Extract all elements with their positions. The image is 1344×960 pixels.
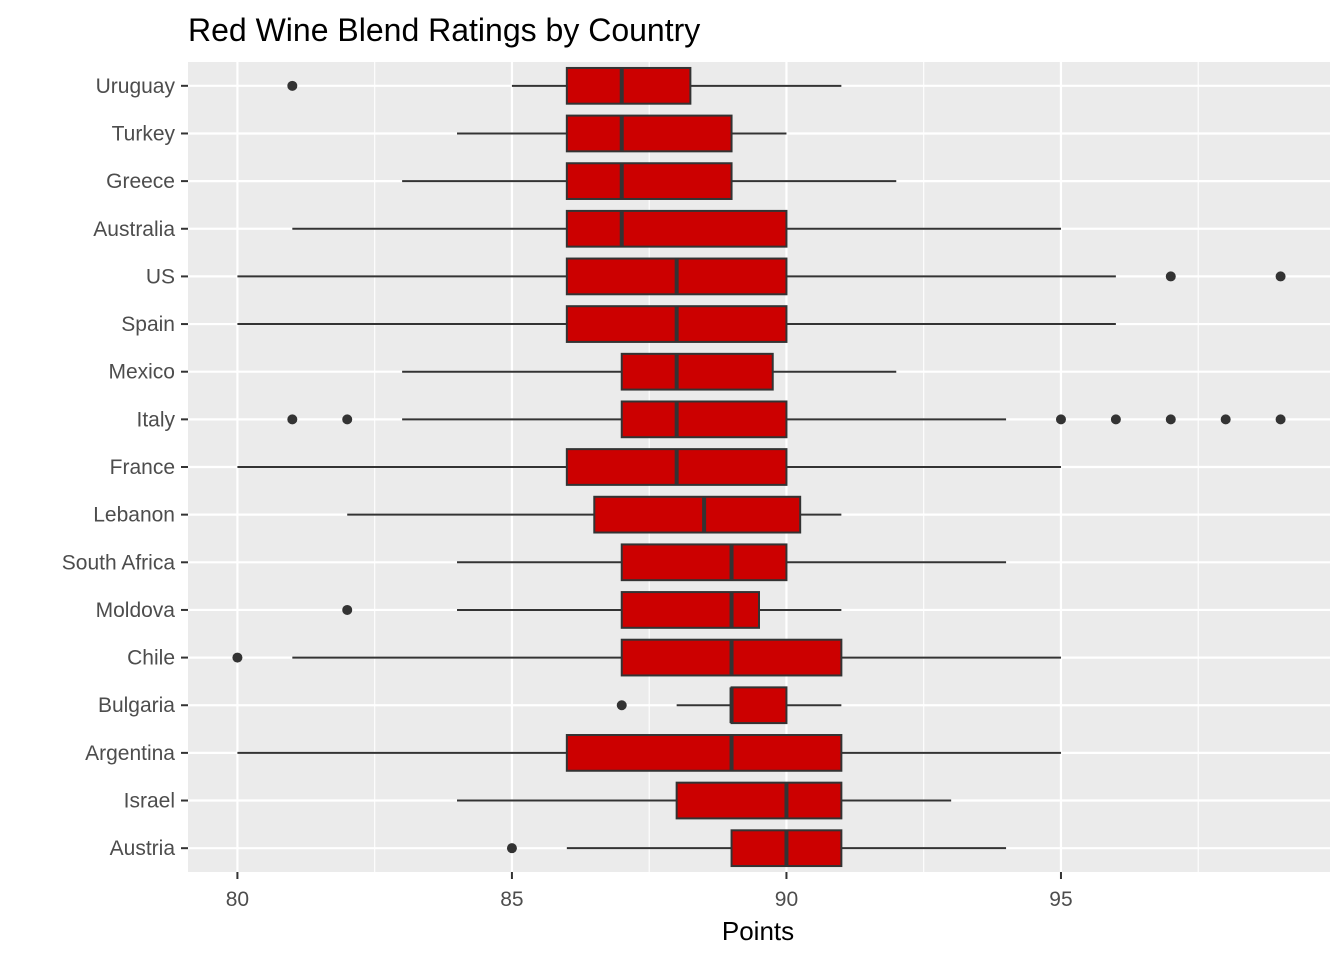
box-iqr [565, 209, 788, 248]
box-group [287, 400, 1286, 439]
y-tick-label: US [146, 265, 175, 288]
box-iqr [565, 66, 692, 105]
y-axis: Uruguay Turkey Greece Australia US Spain Mexic… [62, 75, 188, 860]
box-group [232, 638, 1061, 677]
x-tick-label: 80 [226, 888, 249, 911]
y-tick-label: Chile [127, 647, 175, 670]
y-tick-label: Argentina [85, 742, 175, 765]
box-iqr [593, 495, 802, 534]
y-tick-label: France [110, 456, 175, 479]
y-tick-label: Israel [124, 790, 175, 813]
box-group [347, 495, 842, 534]
box-group [457, 114, 787, 153]
x-tick-label: 95 [1049, 888, 1072, 911]
outlier-point [1275, 271, 1286, 282]
outlier-point [1165, 414, 1176, 425]
chart-title: Red Wine Blend Ratings by Country [188, 12, 700, 48]
y-tick-label: Moldova [96, 599, 176, 622]
y-tick-label: Australia [93, 218, 175, 241]
box-group [292, 209, 1061, 248]
box-iqr [620, 591, 760, 629]
box-group [237, 257, 1286, 296]
y-tick-label: Bulgaria [98, 694, 175, 717]
box-group [457, 781, 952, 820]
y-tick-label: Spain [121, 313, 175, 336]
box-group [342, 591, 842, 629]
x-tick-label: 85 [500, 888, 523, 911]
outlier-point [1110, 414, 1121, 425]
y-tick-label: Turkey [112, 122, 176, 145]
y-tick-label: Italy [136, 408, 175, 431]
box-group [287, 66, 842, 105]
outlier-point [287, 414, 298, 425]
box-group [616, 686, 842, 725]
outlier-point [342, 414, 353, 425]
box-marks [232, 66, 1286, 868]
y-tick-label: Mexico [108, 361, 175, 384]
y-tick-label: Austria [110, 837, 176, 860]
x-axis-title: Points [722, 916, 794, 946]
box-iqr [620, 543, 788, 582]
box-group [402, 352, 897, 391]
box-group [237, 305, 1116, 343]
y-tick-label: Uruguay [96, 75, 176, 98]
y-tick-label: Lebanon [93, 504, 175, 527]
box-iqr [565, 162, 733, 200]
outlier-point [616, 700, 627, 711]
box-group [457, 543, 1007, 582]
box-group [237, 734, 1061, 772]
outlier-point [1220, 414, 1231, 425]
box-iqr [620, 400, 788, 439]
outlier-point [506, 843, 517, 854]
box-group [402, 162, 897, 200]
box-iqr [565, 114, 733, 153]
outlier-point [342, 604, 353, 615]
x-tick-label: 90 [775, 888, 798, 911]
y-tick-label: South Africa [62, 551, 176, 574]
box-iqr [565, 734, 843, 772]
outlier-point [232, 652, 243, 663]
box-group [506, 829, 1007, 868]
box-iqr [730, 686, 788, 725]
box-iqr [675, 781, 843, 820]
box-iqr [620, 352, 774, 391]
outlier-point [1165, 271, 1176, 282]
y-tick-label: Greece [106, 170, 175, 193]
x-axis: 80 85 90 95 [226, 872, 1073, 911]
outlier-point [1275, 414, 1286, 425]
box-group [237, 448, 1061, 486]
outlier-point [1055, 414, 1066, 425]
outlier-point [287, 80, 298, 91]
